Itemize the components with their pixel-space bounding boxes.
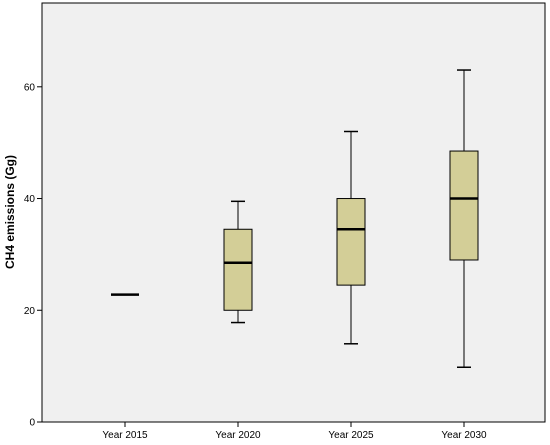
x-tick-label-1: Year 2020 — [215, 430, 261, 441]
box-2 — [336, 130, 366, 345]
iqr-box-2 — [336, 198, 366, 286]
x-tick-label-2: Year 2025 — [328, 430, 374, 441]
y-axis-title: CH4 emissions (Gg) — [3, 155, 17, 269]
box-1 — [223, 200, 253, 324]
y-tick-label-2: 40 — [24, 194, 36, 205]
y-axis: 0 20 40 60 — [24, 82, 42, 429]
x-tick-label-0: Year 2015 — [102, 430, 148, 441]
box-series — [111, 69, 479, 369]
iqr-box-3 — [449, 150, 479, 261]
y-tick-label-0: 0 — [29, 418, 35, 429]
iqr-box-1 — [223, 228, 253, 311]
y-tick-label-1: 20 — [24, 306, 36, 317]
x-tick-label-3: Year 2030 — [441, 430, 487, 441]
box-3 — [449, 69, 479, 369]
y-tick-label-3: 60 — [24, 82, 36, 93]
x-axis: Year 2015 Year 2020 Year 2025 Year 2030 — [102, 422, 487, 441]
